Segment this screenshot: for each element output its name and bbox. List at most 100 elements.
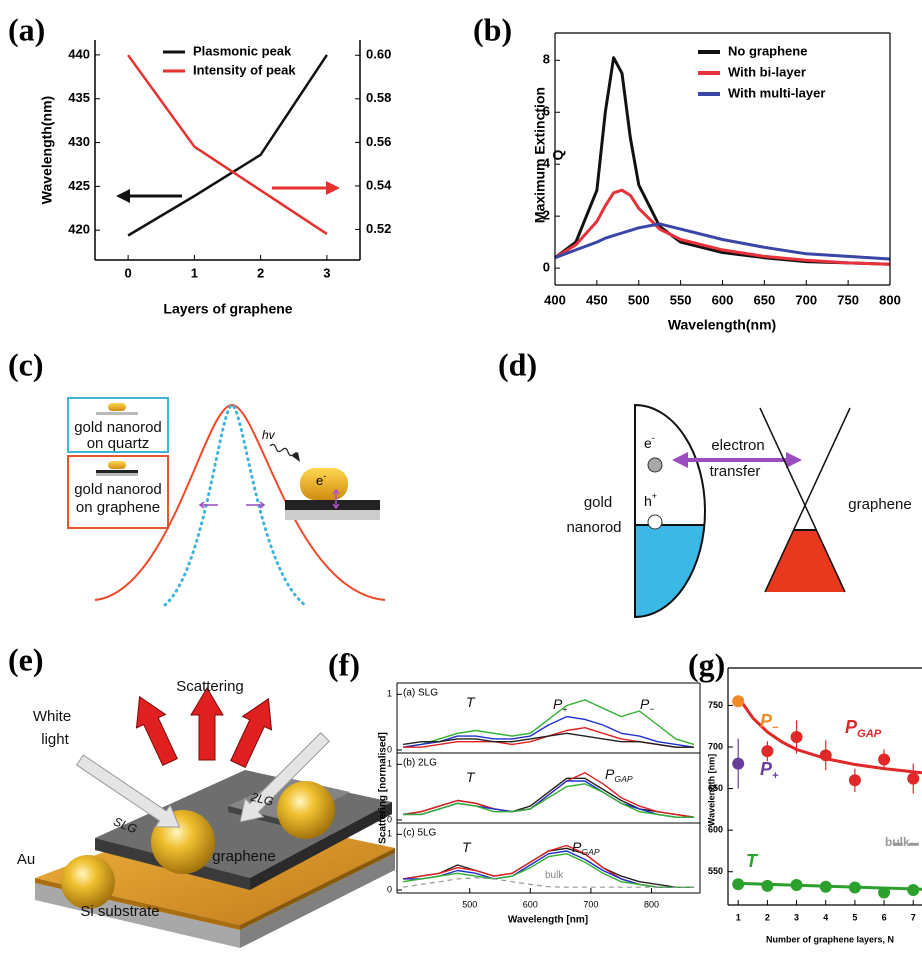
hole-label: h+ <box>644 491 657 508</box>
dirac-cone <box>764 407 851 593</box>
marker <box>848 774 861 787</box>
y-tick-label: 1 <box>387 829 392 839</box>
panel-label: (g) <box>688 646 725 682</box>
legend-label: With multi-layer <box>728 85 825 100</box>
y-tick-label: 0 <box>387 884 392 894</box>
annotation: P+ <box>760 759 779 782</box>
substrate-layer <box>285 510 380 520</box>
panel-label: (d) <box>498 346 537 382</box>
y-tick-label: 425 <box>68 178 90 193</box>
series-line <box>402 844 694 888</box>
transfer-arrow <box>332 488 340 510</box>
series-line <box>402 699 695 748</box>
marker <box>907 772 920 785</box>
transfer-arrow <box>672 452 802 468</box>
x-axis-label: Layers of graphene <box>163 301 292 317</box>
annotation: PGAP <box>572 839 600 858</box>
nanorod-label: nanorod <box>566 519 621 536</box>
electron-sup: - <box>652 433 655 443</box>
marker <box>761 879 774 892</box>
y-tick-label: 0 <box>387 814 392 824</box>
broad-peak <box>94 403 386 601</box>
marker <box>907 884 920 897</box>
annotation-text: P <box>760 711 773 731</box>
y-axis-label: Scattering [normalised] <box>378 732 389 844</box>
annotation-text: bulk <box>885 835 910 849</box>
annotation-text: P <box>760 759 773 779</box>
nanorod-icon <box>108 403 126 411</box>
dirac-cone <box>759 407 846 593</box>
x-tick-label: 700 <box>583 899 598 909</box>
x-tick-label: 2 <box>765 912 770 922</box>
x-axis-label: Wavelength(nm) <box>668 317 776 333</box>
x-tick-label: 3 <box>323 265 330 280</box>
legend-label: Plasmonic peak <box>193 43 292 58</box>
x-tick-label: 400 <box>544 292 566 307</box>
gold-side <box>240 848 395 930</box>
annotation-text: P <box>845 717 858 737</box>
series-line <box>736 696 922 775</box>
chart <box>732 695 922 899</box>
annotation-text: P <box>572 839 582 855</box>
series-line <box>127 54 328 235</box>
axis-arrows <box>116 181 340 203</box>
y2-tick-label: 0.52 <box>366 221 391 236</box>
x-tick-label: 450 <box>586 292 608 307</box>
series-line <box>403 783 694 818</box>
annotation: T <box>746 851 759 871</box>
x-tick-label: 7 <box>911 912 916 922</box>
electron-sup: - <box>323 471 326 481</box>
series-line <box>403 780 694 818</box>
y-tick-label: 1 <box>387 759 392 769</box>
marker <box>732 878 745 891</box>
annotation-sub: + <box>772 770 779 782</box>
x-tick-label: 800 <box>644 899 659 909</box>
x-tick-label: 3 <box>794 912 799 922</box>
annotation-sub: GAP <box>581 847 600 857</box>
panel-label: (b) <box>473 11 512 47</box>
y-tick-label: 550 <box>708 866 723 876</box>
box-text: on quartz <box>87 435 150 452</box>
y-tick-label: 8 <box>543 52 550 67</box>
gold-sphere <box>277 781 335 839</box>
x-axis-label: Wavelength [nm] <box>508 915 588 926</box>
y-axis-label: Wavelength [nm] <box>706 754 716 826</box>
y-tick-label: 6 <box>543 104 550 119</box>
y-tick-label: 700 <box>708 741 723 751</box>
marker <box>819 880 832 893</box>
panel-title: (a) SLG <box>403 688 438 699</box>
hole-text: h <box>644 493 652 509</box>
scattering-arrows <box>135 687 273 769</box>
annotation: bulk <box>545 870 564 881</box>
x-tick-label: 750 <box>837 292 859 307</box>
annotation-text: T <box>466 694 476 710</box>
substrate-icon <box>96 473 138 476</box>
series-line <box>403 727 694 748</box>
y2-tick-label: 0.56 <box>366 134 391 149</box>
graphene-filled <box>765 530 845 592</box>
y-axis-label: Maximum Extinction <box>532 87 548 223</box>
photon-head <box>292 452 300 462</box>
box-text: gold nanorod <box>74 481 162 498</box>
y-tick-label: 420 <box>68 222 90 237</box>
y-axis-label: Q <box>550 149 566 160</box>
annotation: T <box>466 694 476 710</box>
box-text: on graphene <box>76 499 160 516</box>
transfer-label: transfer <box>710 463 761 480</box>
y-tick-label: 0 <box>387 744 392 754</box>
annotation-text: T <box>746 851 759 871</box>
x-tick-label: 1 <box>736 912 741 922</box>
substrate-side <box>240 853 395 948</box>
nanorod-band <box>634 403 706 619</box>
nanorod-icon <box>108 461 126 469</box>
x-tick-label: 650 <box>754 292 776 307</box>
annotation: P+ <box>553 696 567 715</box>
box-text: gold nanorod <box>74 419 162 436</box>
transfer-label: electron <box>711 437 764 454</box>
hole <box>647 514 663 530</box>
y-tick-label: 1 <box>387 689 392 699</box>
substrate-label: Si substrate <box>80 903 159 920</box>
annotation: T <box>462 839 472 855</box>
annotation: PGAP <box>605 766 633 785</box>
filled-states <box>635 525 705 617</box>
